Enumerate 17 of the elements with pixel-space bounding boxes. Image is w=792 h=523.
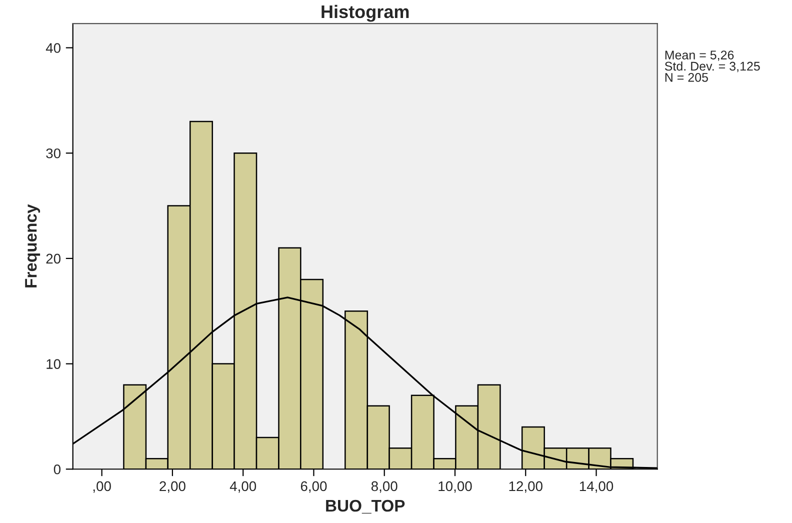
y-tick-label: 40: [46, 43, 61, 53]
x-tick-label: 10,00: [438, 481, 472, 493]
chart-title: Histogram: [322, 4, 409, 22]
y-tick-label: 30: [46, 148, 61, 158]
y-tick-label: 10: [46, 359, 61, 369]
x-tick-label: 4,00: [230, 481, 256, 493]
x-axis-title: BUO_TOP: [326, 500, 405, 514]
x-tick-label: 2,00: [160, 481, 186, 493]
y-tick-label: 0: [54, 464, 61, 474]
x-tick-label: 8,00: [371, 481, 398, 493]
x-tick-label: 6,00: [300, 481, 327, 493]
x-tick-label: 14,00: [580, 481, 614, 493]
y-tick-label: 20: [46, 254, 61, 264]
x-tick-label: 12,00: [509, 481, 542, 493]
text: Mean = 5,26 Std. Dev. = 3,125 N = 205: [664, 50, 760, 82]
y-axis-title: Frequency: [25, 204, 40, 288]
x-tick-label: ,00: [93, 481, 111, 493]
